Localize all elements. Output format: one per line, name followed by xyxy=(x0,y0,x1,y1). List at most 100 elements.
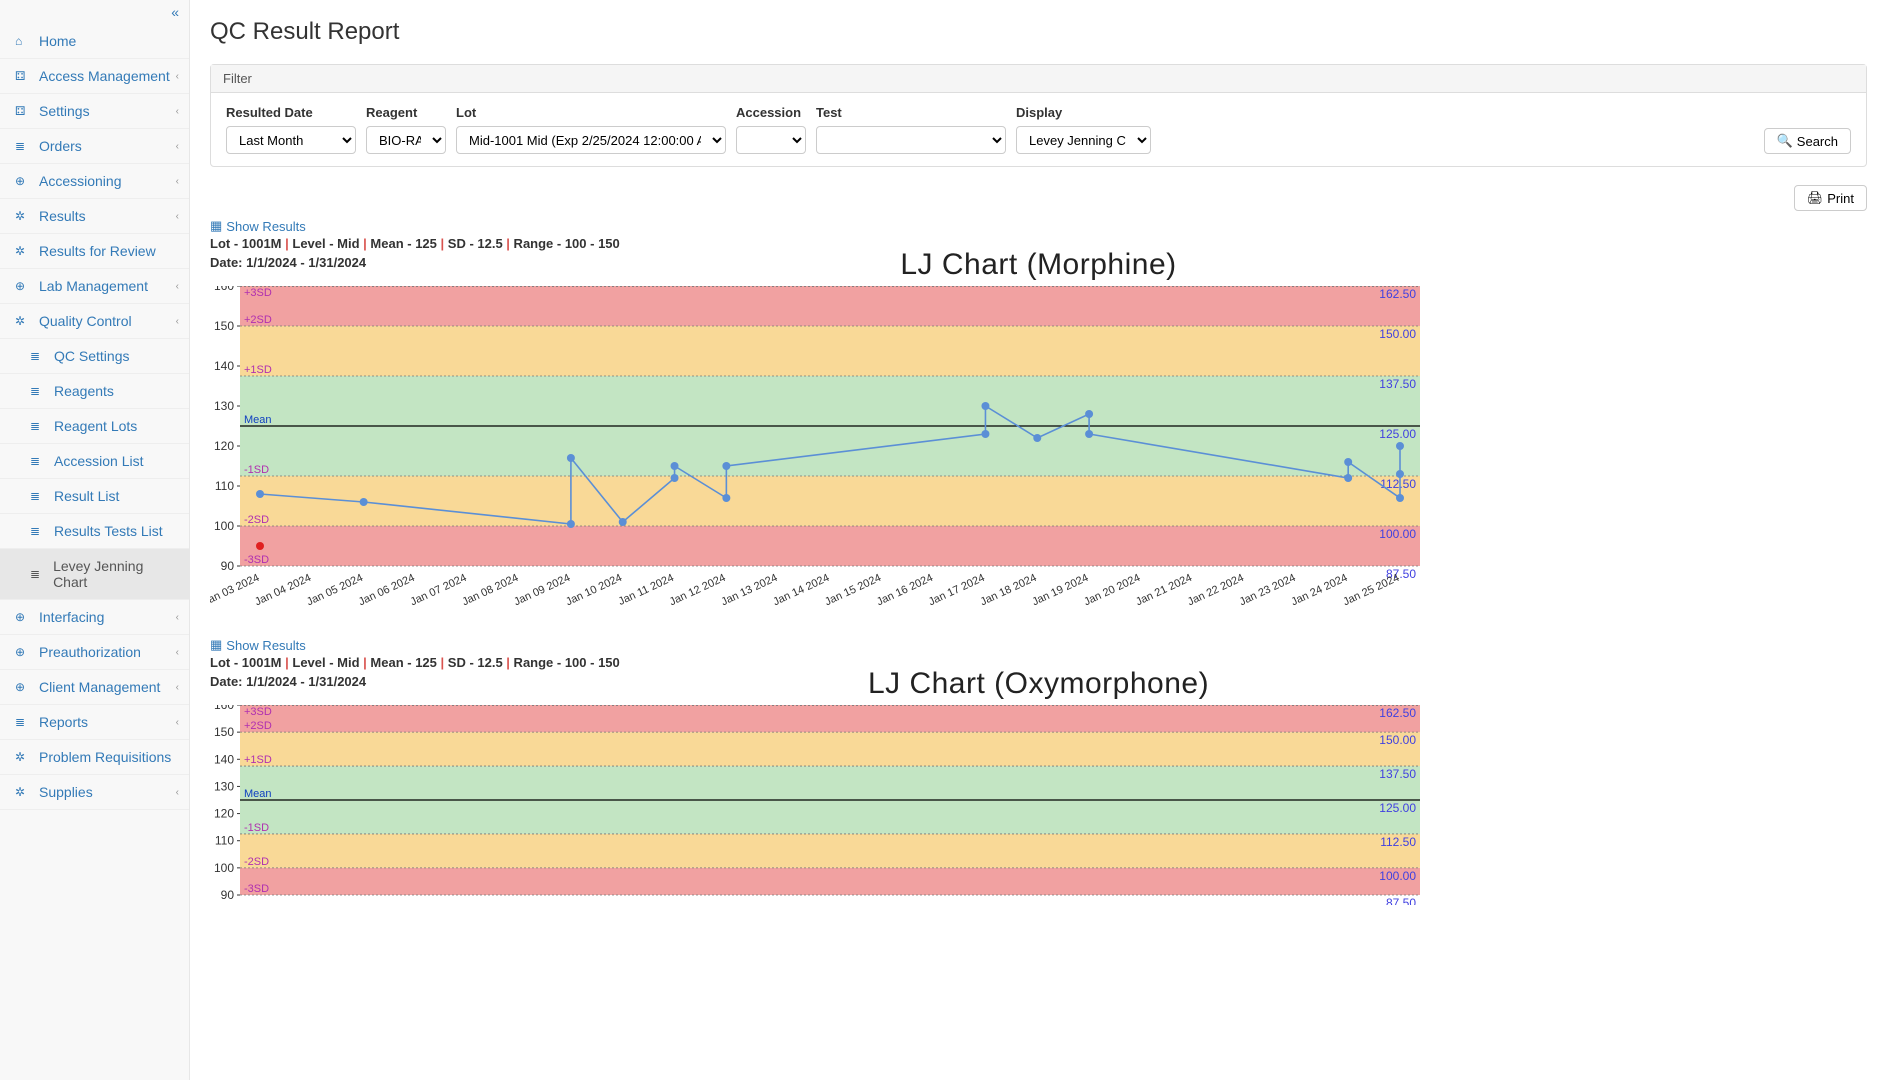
svg-text:120: 120 xyxy=(214,807,234,821)
sidebar-item-reports[interactable]: ≣Reports‹ xyxy=(0,705,189,740)
filter-accession: Accession xyxy=(736,105,806,154)
sidebar-item-supplies[interactable]: ✲Supplies‹ xyxy=(0,775,189,810)
svg-text:Jan 05 2024: Jan 05 2024 xyxy=(305,572,365,608)
sidebar-subitem-reagent-lots[interactable]: ≣ Reagent Lots xyxy=(0,409,189,444)
show-results-label: Show Results xyxy=(226,219,305,234)
cogs-icon: ✲ xyxy=(15,750,31,764)
sidebar-item-label: Results Tests List xyxy=(54,523,163,539)
svg-text:150: 150 xyxy=(214,319,234,333)
sidebar-item-label: Problem Requisitions xyxy=(39,749,171,765)
svg-text:150: 150 xyxy=(214,725,234,739)
sidebar-item-label: QC Settings xyxy=(54,348,129,364)
reagent-select[interactable]: BIO-RAD xyxy=(366,126,446,154)
svg-text:140: 140 xyxy=(214,752,234,766)
svg-text:Jan 19 2024: Jan 19 2024 xyxy=(1030,572,1090,608)
svg-text:Jan 08 2024: Jan 08 2024 xyxy=(460,572,520,608)
sidebar-item-label: Reports xyxy=(39,714,88,730)
svg-text:Jan 17 2024: Jan 17 2024 xyxy=(927,572,987,608)
sidebar-item-label: Settings xyxy=(39,103,90,119)
svg-text:137.50: 137.50 xyxy=(1379,767,1416,781)
chevron-left-icon: ‹ xyxy=(176,106,179,117)
sitemap-icon: ⚃ xyxy=(15,69,31,83)
svg-text:Jan 16 2024: Jan 16 2024 xyxy=(875,572,935,608)
sidebar-subitem-results-tests-list[interactable]: ≣ Results Tests List xyxy=(0,514,189,549)
sidebar-subitem-qc-settings[interactable]: ≣QC Settings xyxy=(0,339,189,374)
sidebar-item-settings[interactable]: ⚃Settings‹ xyxy=(0,94,189,129)
sidebar-item-accessioning[interactable]: ⊕Accessioning‹ xyxy=(0,164,189,199)
accession-select[interactable] xyxy=(736,126,806,154)
table-icon: ▦ xyxy=(210,637,222,653)
svg-text:160: 160 xyxy=(214,705,234,712)
svg-text:Jan 10 2024: Jan 10 2024 xyxy=(564,572,624,608)
list-icon: ≣ xyxy=(30,419,46,433)
svg-text:150.00: 150.00 xyxy=(1379,327,1416,341)
chevron-left-icon: ‹ xyxy=(176,141,179,152)
resulted-date-select[interactable]: Last Month xyxy=(226,126,356,154)
home-icon: ⌂ xyxy=(15,34,31,48)
svg-text:100.00: 100.00 xyxy=(1379,527,1416,541)
sidebar-item-label: Results xyxy=(39,208,86,224)
sidebar-item-preauthorization[interactable]: ⊕Preauthorization‹ xyxy=(0,635,189,670)
sidebar-item-quality-control[interactable]: ✲Quality Control‹ xyxy=(0,304,189,339)
sidebar-subitem-levey-jenning-chart[interactable]: ≣Levey Jenning Chart xyxy=(0,549,189,600)
search-button[interactable]: 🔍 Search xyxy=(1764,128,1851,154)
sidebar-item-home[interactable]: ⌂Home xyxy=(0,24,189,59)
sidebar-item-results-for-review[interactable]: ✲Results for Review xyxy=(0,234,189,269)
svg-text:+1SD: +1SD xyxy=(244,364,272,376)
sidebar-item-label: Interfacing xyxy=(39,609,104,625)
filter-label: Display xyxy=(1016,105,1151,120)
filter-display: Display Levey Jenning Chart xyxy=(1016,105,1151,154)
svg-text:Jan 24 2024: Jan 24 2024 xyxy=(1289,572,1349,608)
sidebar-item-label: Reagent Lots xyxy=(54,418,137,434)
list-icon: ≣ xyxy=(30,524,46,538)
sidebar-item-label: Access Management xyxy=(39,68,170,84)
sidebar-subitem-reagents[interactable]: ≣Reagents xyxy=(0,374,189,409)
print-button[interactable]: 🖨 Print xyxy=(1794,185,1867,211)
svg-text:Jan 18 2024: Jan 18 2024 xyxy=(979,572,1039,608)
search-label: Search xyxy=(1797,134,1838,149)
sidebar-collapse[interactable]: « xyxy=(0,0,189,24)
svg-text:Jan 06 2024: Jan 06 2024 xyxy=(357,572,417,608)
plus-circle-icon: ⊕ xyxy=(15,610,31,624)
list-icon: ≣ xyxy=(30,567,45,581)
sidebar-item-label: Lab Management xyxy=(39,278,148,294)
svg-text:125.00: 125.00 xyxy=(1379,801,1416,815)
lot-select[interactable]: Mid-1001 Mid (Exp 2/25/2024 12:00:00 AM) xyxy=(456,126,726,154)
svg-text:-3SD: -3SD xyxy=(244,554,269,566)
list-icon: ≣ xyxy=(30,454,46,468)
chevron-left-icon: ‹ xyxy=(176,647,179,658)
show-results-link[interactable]: ▦ Show Results xyxy=(210,637,306,653)
list-icon: ≣ xyxy=(15,715,31,729)
filter-label: Reagent xyxy=(366,105,446,120)
sidebar-item-problem-requisitions[interactable]: ✲ Problem Requisitions xyxy=(0,740,189,775)
chart-title: LJ Chart (Morphine) xyxy=(210,248,1867,282)
svg-text:-3SD: -3SD xyxy=(244,883,269,895)
sidebar-item-label: Preauthorization xyxy=(39,644,141,660)
sidebar-item-results[interactable]: ✲Results‹ xyxy=(0,199,189,234)
plus-circle-icon: ⊕ xyxy=(15,174,31,188)
svg-text:Jan 09 2024: Jan 09 2024 xyxy=(512,572,572,608)
svg-text:Jan 03 2024: Jan 03 2024 xyxy=(210,572,261,608)
sidebar-item-label: Results for Review xyxy=(39,243,156,259)
chevron-left-icon: ‹ xyxy=(176,612,179,623)
svg-text:100: 100 xyxy=(214,861,234,875)
sidebar-subitem-accession-list[interactable]: ≣Accession List xyxy=(0,444,189,479)
sidebar-item-label: Accessioning xyxy=(39,173,122,189)
chevron-left-icon: ‹ xyxy=(176,211,179,222)
sidebar-item-lab-management[interactable]: ⊕Lab Management‹ xyxy=(0,269,189,304)
sidebar-item-client-management[interactable]: ⊕Client Management‹ xyxy=(0,670,189,705)
sidebar-subitem-result-list[interactable]: ≣Result List xyxy=(0,479,189,514)
show-results-link[interactable]: ▦ Show Results xyxy=(210,218,306,234)
print-label: Print xyxy=(1827,191,1854,206)
lj-chart-svg: -3SD87.50-2SD100.00-1SD112.50Mean125.00+… xyxy=(210,705,1430,905)
svg-text:Jan 22 2024: Jan 22 2024 xyxy=(1186,572,1246,608)
filter-lot: Lot Mid-1001 Mid (Exp 2/25/2024 12:00:00… xyxy=(456,105,726,154)
display-select[interactable]: Levey Jenning Chart xyxy=(1016,126,1151,154)
sidebar-item-interfacing[interactable]: ⊕ Interfacing ‹ xyxy=(0,600,189,635)
sidebar-item-access-management[interactable]: ⚃Access Management‹ xyxy=(0,59,189,94)
sidebar-item-label: Quality Control xyxy=(39,313,132,329)
svg-text:+2SD: +2SD xyxy=(244,720,272,732)
test-select[interactable] xyxy=(816,126,1006,154)
svg-text:+3SD: +3SD xyxy=(244,287,272,299)
sidebar-item-orders[interactable]: ≣Orders‹ xyxy=(0,129,189,164)
